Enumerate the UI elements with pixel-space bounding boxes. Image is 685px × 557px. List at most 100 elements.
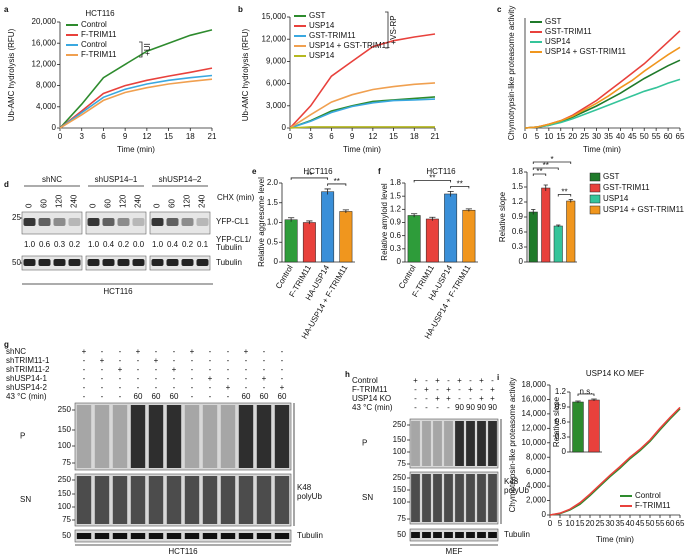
error-bar <box>531 209 536 215</box>
smear <box>238 476 254 524</box>
lane-sign: - <box>281 374 284 383</box>
band <box>196 259 209 266</box>
bracket <box>290 177 329 180</box>
chart-title: HCT116 <box>303 167 333 176</box>
lane-sign: + <box>154 356 159 365</box>
smear <box>455 421 464 466</box>
band <box>76 533 92 539</box>
y-tick-label: 3,000 <box>266 101 287 110</box>
y-tick-label: 0.3 <box>555 432 567 441</box>
y-tick-label: 0 <box>519 257 524 266</box>
legend-label: USP14 + GST-TRIM11 <box>603 205 685 214</box>
x-tick-label: 60 <box>666 519 675 528</box>
smear <box>477 421 486 466</box>
condition-label: shNC <box>6 347 26 356</box>
lane-sign: - <box>263 383 266 392</box>
lane-label: 240 <box>134 194 143 208</box>
lane-label: 120 <box>183 194 192 208</box>
lane-sign: - <box>119 392 122 401</box>
lane-sign: + <box>208 374 213 383</box>
quant-label: YFP-CL1/ <box>216 235 252 244</box>
y-tick-label: 0 <box>542 510 547 519</box>
smear <box>76 476 92 524</box>
panel-letter: f <box>378 167 381 176</box>
lane-label: 0 <box>89 203 98 208</box>
quant-value: 1.0 <box>152 240 164 249</box>
band <box>102 218 115 226</box>
lane-label: 0 <box>25 203 34 208</box>
band <box>202 533 218 539</box>
annotation: ** <box>536 167 542 176</box>
lane-sign: - <box>83 356 86 365</box>
cell-line: HCT116 <box>103 287 133 296</box>
legend-label: Control <box>81 40 107 49</box>
x-tick-label: 18 <box>186 132 195 141</box>
band <box>148 533 164 539</box>
lane-sign: - <box>119 356 122 365</box>
error-bar <box>465 208 472 212</box>
lane-sign: + <box>446 385 451 394</box>
bracket <box>385 11 389 49</box>
bar <box>302 222 316 263</box>
smear <box>184 476 200 524</box>
antibody-label: polyUb <box>297 492 322 501</box>
bracket <box>327 183 347 186</box>
cell-line: HCT116 <box>168 547 198 556</box>
lane-sign: - <box>209 347 212 356</box>
smear <box>166 476 182 524</box>
band <box>23 218 36 226</box>
bar <box>462 209 476 263</box>
x-tick-label: 0 <box>523 132 528 141</box>
lane-sign: 60 <box>242 392 251 401</box>
lane-sign: - <box>137 365 140 374</box>
fraction-label: P <box>362 439 367 448</box>
x-tick-label: 15 <box>164 132 173 141</box>
lane-label: 60 <box>40 199 49 208</box>
x-tick-label: 45 <box>628 132 637 141</box>
lane-sign: - <box>447 403 450 412</box>
loading-label: Tubulin <box>297 531 323 540</box>
y-tick-label: 1.8 <box>390 178 402 187</box>
bracket <box>557 194 572 197</box>
x-tick-label: 30 <box>592 132 601 141</box>
fraction-label: P <box>20 432 25 441</box>
lane-sign: 60 <box>260 392 269 401</box>
mw-marker: 75 <box>397 459 406 468</box>
lane-sign: - <box>436 403 439 412</box>
lane-sign: + <box>479 394 484 403</box>
x-tick-label: 65 <box>676 519 685 528</box>
lane-sign: + <box>136 347 141 356</box>
y-axis-label: Chymotrypsin-like proteasome activity <box>507 6 516 141</box>
lane-label: 0 <box>153 203 162 208</box>
lane-sign: - <box>425 403 428 412</box>
lane-sign: - <box>191 374 194 383</box>
y-tick-label: 1.2 <box>390 204 402 213</box>
lane-sign: - <box>173 383 176 392</box>
lane-sign: - <box>191 365 194 374</box>
blot-box <box>74 402 292 471</box>
smear <box>256 405 272 468</box>
annotation: ** <box>543 161 549 170</box>
band <box>184 533 200 539</box>
chart-title: USP14 KO MEF <box>586 369 644 378</box>
lane-sign: + <box>413 376 418 385</box>
bar <box>425 218 439 263</box>
panel-letter: d <box>4 180 9 189</box>
smear <box>202 476 218 524</box>
lane-sign: - <box>414 385 417 394</box>
lane-sign: - <box>281 365 284 374</box>
x-tick-label: 40 <box>626 519 635 528</box>
x-tick-label: 55 <box>652 132 661 141</box>
bracket <box>532 161 572 164</box>
band <box>102 259 115 266</box>
data-line <box>289 126 435 129</box>
lane-sign: 90 <box>477 403 486 412</box>
lane-sign: - <box>227 347 230 356</box>
lane-label: 240 <box>70 194 79 208</box>
smear <box>220 476 236 524</box>
band <box>53 218 66 226</box>
band <box>94 533 110 539</box>
band <box>87 218 100 226</box>
group-label: shUSP14–1 <box>95 175 138 184</box>
x-tick-label: 0 <box>288 132 293 141</box>
